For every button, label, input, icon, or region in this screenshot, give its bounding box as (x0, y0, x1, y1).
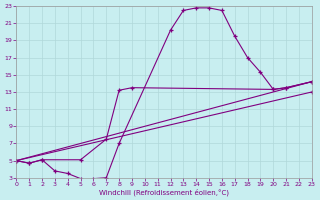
X-axis label: Windchill (Refroidissement éolien,°C): Windchill (Refroidissement éolien,°C) (99, 188, 229, 196)
